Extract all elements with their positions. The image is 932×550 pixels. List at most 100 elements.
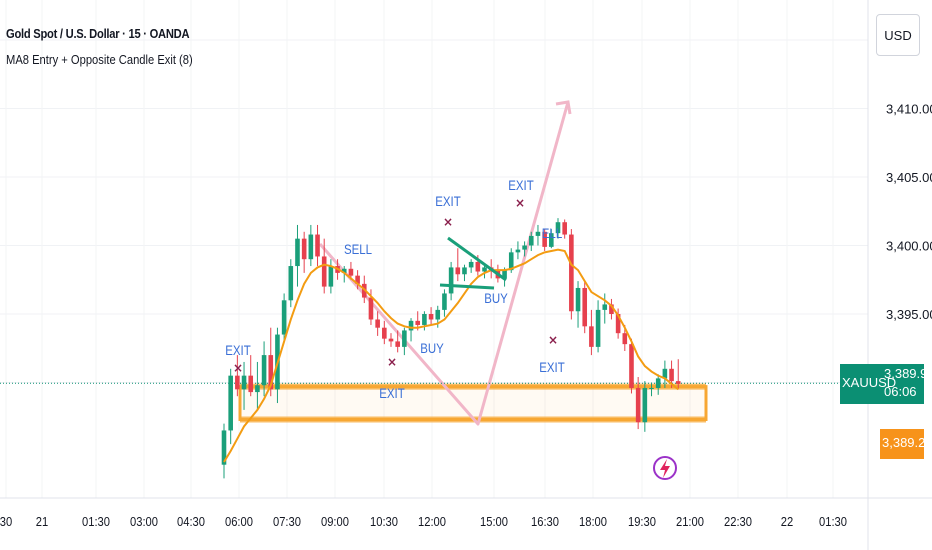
projection-arrowhead bbox=[555, 100, 572, 115]
candle-body bbox=[549, 233, 554, 247]
time-axis-label: 18:00 bbox=[579, 514, 607, 529]
signal-label: BUY bbox=[484, 290, 508, 306]
candle-body bbox=[442, 293, 447, 310]
candle-body bbox=[321, 256, 327, 287]
candle-body bbox=[462, 267, 467, 275]
candle-body bbox=[355, 275, 360, 284]
price-axis-label: 3,395.000 bbox=[886, 307, 932, 322]
candle-body bbox=[595, 309, 601, 347]
currency-button[interactable]: USD bbox=[876, 14, 920, 56]
signal-label: EXIT bbox=[225, 342, 251, 358]
signal-label: EXIT bbox=[435, 193, 461, 209]
ma8-line bbox=[223, 248, 679, 463]
candle-body bbox=[649, 387, 654, 389]
ma-price-badge: 3,389.256 bbox=[880, 429, 932, 459]
symbol-label: XAUUSD bbox=[842, 375, 897, 390]
candle-body bbox=[482, 267, 487, 272]
projection-path bbox=[318, 101, 570, 426]
last-price-label: 3,389.945 bbox=[884, 366, 932, 381]
time-axis-label: 15:00 bbox=[480, 514, 508, 529]
candle-body bbox=[328, 266, 334, 287]
candle-body bbox=[609, 304, 614, 314]
candle-body bbox=[408, 320, 414, 331]
candle-body bbox=[468, 261, 474, 268]
wedge-upper-line bbox=[447, 236, 507, 282]
time-axis-label: 30 bbox=[0, 514, 12, 529]
candle-body bbox=[635, 387, 641, 423]
ma-price-label: 3,389.256 bbox=[882, 435, 932, 450]
candle-body bbox=[375, 319, 380, 328]
time-axis-label: 21:00 bbox=[676, 514, 704, 529]
candle-body bbox=[575, 287, 581, 312]
candle-body bbox=[535, 231, 541, 236]
candle-body bbox=[622, 333, 628, 345]
candle-body bbox=[555, 222, 561, 234]
candle-body bbox=[395, 341, 400, 347]
signal-label: EXIT bbox=[379, 385, 405, 401]
candle-body bbox=[455, 267, 461, 275]
candle-body bbox=[589, 326, 594, 347]
candle-body bbox=[301, 238, 307, 260]
candle-body bbox=[402, 330, 407, 347]
candle-body bbox=[629, 344, 634, 388]
lightning-icon bbox=[653, 456, 677, 480]
candle-body bbox=[248, 375, 254, 393]
candle-body bbox=[615, 314, 621, 334]
candle-body bbox=[448, 267, 454, 294]
candle-body bbox=[388, 338, 394, 342]
candle-body bbox=[428, 314, 434, 320]
candle-body bbox=[542, 231, 547, 247]
candle-body bbox=[562, 222, 567, 235]
candle-body bbox=[435, 309, 441, 320]
candle-body bbox=[582, 287, 588, 327]
candle-body bbox=[669, 368, 674, 382]
time-axis-label: 01:30 bbox=[819, 514, 847, 529]
time-axis-label: 07:30 bbox=[273, 514, 301, 529]
time-axis-label: 06:00 bbox=[225, 514, 253, 529]
candle-body bbox=[475, 261, 481, 272]
exit-marker-icon: × bbox=[548, 333, 558, 347]
candle-body bbox=[662, 368, 668, 379]
candle-body bbox=[528, 235, 534, 246]
candle-body bbox=[655, 378, 661, 388]
candle-body bbox=[422, 314, 427, 325]
lightning-bolt bbox=[660, 459, 670, 478]
candle-body bbox=[675, 381, 681, 384]
price-axis-label: 3,400.000 bbox=[886, 239, 932, 254]
indicator-legend[interactable]: MA8 Entry + Opposite Candle Exit (8) bbox=[6, 52, 193, 67]
time-axis-label: 16:30 bbox=[531, 514, 559, 529]
candle-body bbox=[281, 300, 287, 335]
candle-body bbox=[228, 375, 233, 431]
candle-body bbox=[255, 385, 260, 393]
time-axis-label: 12:00 bbox=[418, 514, 446, 529]
candle-body bbox=[261, 355, 267, 386]
signal-label: EXIT bbox=[508, 177, 534, 193]
candle-body bbox=[341, 268, 347, 273]
candle-body bbox=[368, 297, 374, 320]
time-axis-label: 01:30 bbox=[82, 514, 110, 529]
time-axis-label: 21 bbox=[36, 514, 49, 529]
exit-marker-icon: × bbox=[387, 355, 397, 369]
chart-title: Gold Spot / U.S. Dollar · 15 · OANDA bbox=[6, 26, 190, 41]
candle-body bbox=[348, 268, 354, 276]
exit-marker-icon: × bbox=[515, 196, 525, 210]
candle-body bbox=[288, 266, 294, 301]
candle-body bbox=[502, 270, 507, 279]
exit-marker-icon: × bbox=[233, 361, 243, 375]
candle-body bbox=[235, 375, 240, 390]
candle-body bbox=[315, 234, 320, 257]
candle-body bbox=[569, 234, 574, 312]
exit-marker-icon: × bbox=[443, 215, 453, 229]
candle-body bbox=[221, 430, 227, 465]
candle-body bbox=[602, 304, 608, 310]
wedge-lower-line bbox=[439, 283, 495, 290]
candle-body bbox=[515, 249, 521, 253]
candle-body bbox=[415, 320, 421, 325]
time-axis-label: 09:00 bbox=[321, 514, 349, 529]
signal-label: BUY bbox=[420, 340, 444, 356]
price-axis-label: 3,405.000 bbox=[886, 170, 932, 185]
candle-body bbox=[268, 355, 274, 390]
bar-countdown: 06:06 bbox=[884, 384, 917, 399]
signal-label: ELL bbox=[542, 225, 562, 241]
